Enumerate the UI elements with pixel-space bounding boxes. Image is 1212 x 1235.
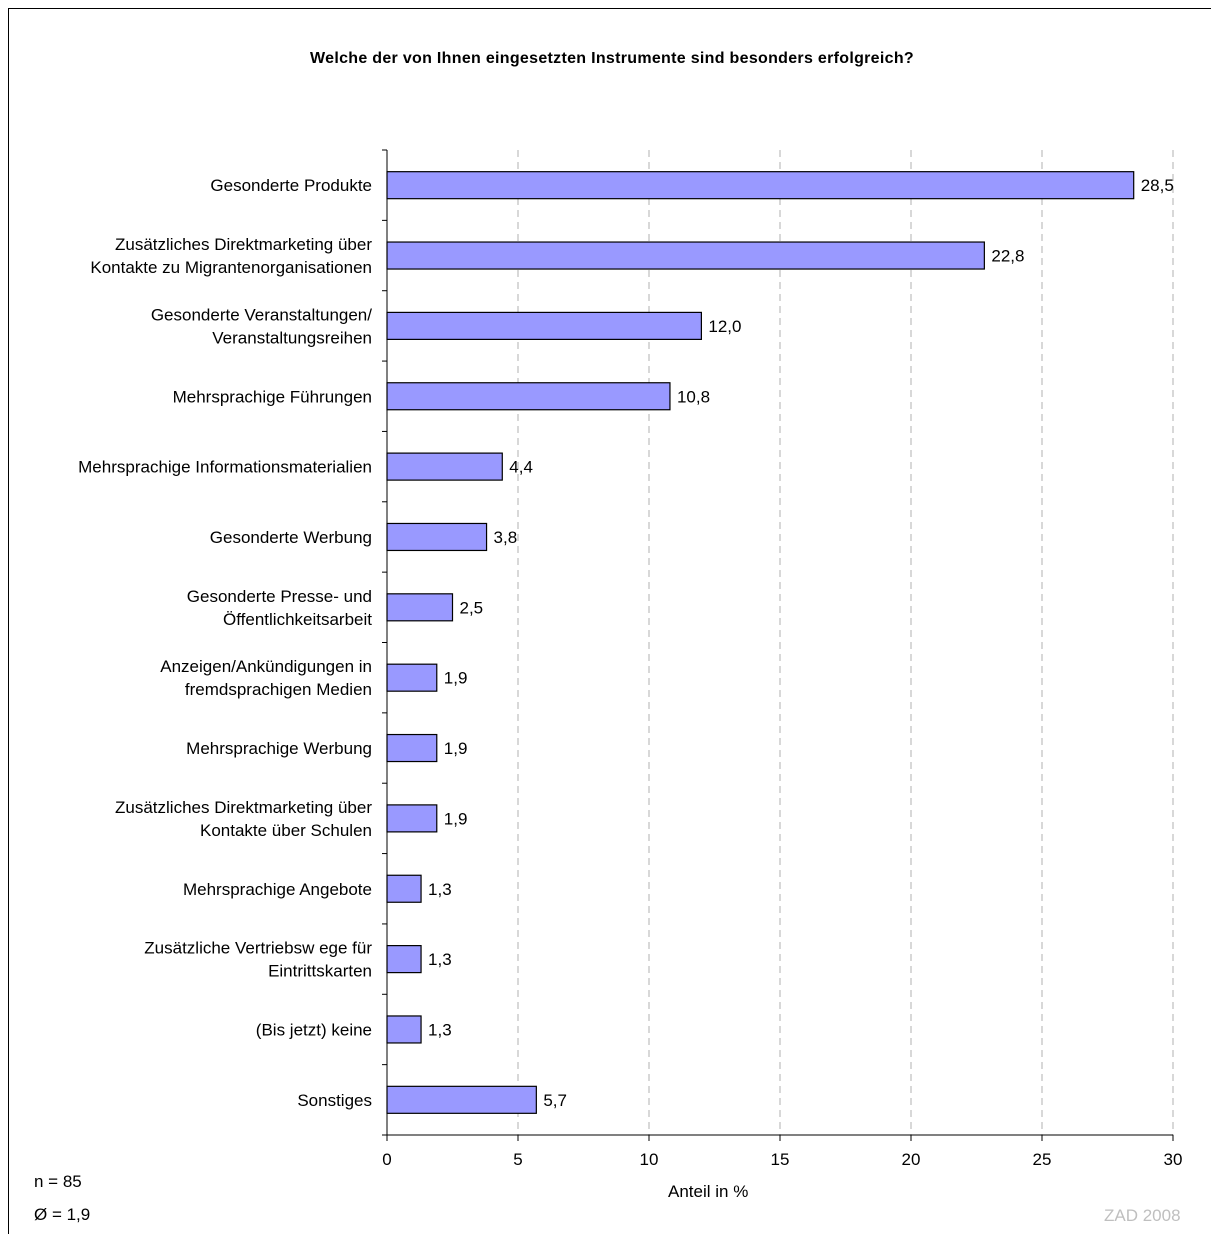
bar-2: [386, 311, 702, 340]
category-label-line: Kontakte zu Migrantenorganisationen: [90, 258, 372, 277]
bar-8: [386, 733, 438, 763]
category-label-3: Mehrsprachige Führungen: [173, 387, 372, 406]
value-label-3: 10,8: [677, 387, 710, 406]
category-label-6: Gesonderte Presse- und Öffentlichkeitsarb…: [187, 587, 372, 629]
chart-title: Welche der von Ihnen eingesetzten Instru…: [310, 50, 914, 67]
category-label-line: Gesonderte Werbung: [210, 528, 372, 547]
category-label-line: Anzeigen/Ankündigungen in: [160, 657, 372, 676]
category-label-line: Kontakte über Schulen: [200, 821, 372, 840]
value-label-9: 1,9: [444, 809, 468, 828]
bar-7: [386, 663, 438, 692]
category-label-line: Gesonderte Veranstaltungen/: [151, 305, 372, 324]
category-label-line: fremdsprachigen Medien: [185, 680, 372, 699]
bar-13: [386, 1085, 537, 1114]
category-label-line: Öffentlichkeitsarbeit: [223, 610, 372, 629]
x-tick-label-5: 25: [1033, 1150, 1052, 1169]
category-label-1: Zusätzliches Direktmarketing über Kontakt…: [90, 235, 372, 277]
bar-6: [386, 593, 454, 622]
x-tick-label-2: 10: [640, 1150, 659, 1169]
value-label-12: 1,3: [428, 1020, 452, 1039]
category-label-line: Gesonderte Produkte: [210, 176, 372, 195]
value-label-13: 5,7: [543, 1091, 567, 1110]
value-label-6: 2,5: [460, 598, 484, 617]
category-label-4: Mehrsprachige Informationsmaterialien: [78, 458, 372, 477]
category-label-line: Mehrsprachige Informationsmaterialien: [78, 458, 372, 477]
x-tick-label-0: 0: [382, 1150, 391, 1169]
category-label-11: Zusätzliche Vertriebsw ege für Eintrittsk…: [144, 939, 372, 981]
category-label-line: Mehrsprachige Werbung: [186, 739, 372, 758]
bar-9: [386, 804, 438, 833]
x-tick-label-3: 15: [771, 1150, 790, 1169]
category-label-line: (Bis jetzt) keine: [256, 1020, 372, 1039]
category-label-line: Eintrittskarten: [268, 962, 372, 981]
value-label-0: 28,5: [1141, 176, 1174, 195]
value-label-5: 3,8: [494, 528, 518, 547]
category-label-line: Mehrsprachige Angebote: [183, 880, 372, 899]
bar-12: [386, 1015, 422, 1044]
category-label-line: Gesonderte Presse- und: [187, 587, 372, 606]
category-label-line: Veranstaltungsreihen: [212, 328, 372, 347]
value-label-4: 4,4: [509, 458, 533, 477]
sample-size-note: n = 85: [34, 1172, 82, 1191]
category-label-8: Mehrsprachige Werbung: [186, 739, 372, 758]
bar-10: [386, 874, 422, 903]
source-credit: ZAD 2008: [1104, 1206, 1181, 1225]
x-tick-label-6: 30: [1164, 1150, 1183, 1169]
bar-3: [386, 382, 671, 411]
category-label-line: Zusätzliche Vertriebsw ege für: [144, 939, 372, 958]
category-label-13: Sonstiges: [297, 1091, 372, 1110]
chart-frame: [8, 8, 1211, 1234]
category-label-0: Gesonderte Produkte: [210, 176, 372, 195]
bar-1: [386, 241, 985, 270]
category-label-line: Zusätzliches Direktmarketing über: [115, 798, 372, 817]
bar-5: [386, 522, 488, 552]
category-label-line: Zusätzliches Direktmarketing über: [115, 235, 372, 254]
category-label-7: Anzeigen/Ankündigungen in fremdsprachigen…: [160, 657, 372, 699]
x-tick-label-1: 5: [513, 1150, 522, 1169]
bar-4: [386, 452, 503, 481]
category-label-line: Mehrsprachige Führungen: [173, 387, 372, 406]
category-label-12: (Bis jetzt) keine: [256, 1020, 372, 1039]
x-tick-label-4: 20: [902, 1150, 921, 1169]
value-label-2: 12,0: [708, 317, 741, 336]
bar-11: [386, 945, 422, 974]
category-label-line: Sonstiges: [297, 1091, 372, 1110]
value-label-1: 22,8: [991, 247, 1024, 266]
value-label-11: 1,3: [428, 950, 452, 969]
value-label-10: 1,3: [428, 880, 452, 899]
value-label-7: 1,9: [444, 669, 468, 688]
average-note: Ø = 1,9: [34, 1205, 91, 1224]
category-label-2: Gesonderte Veranstaltungen/Veranstaltung…: [151, 305, 372, 347]
category-label-10: Mehrsprachige Angebote: [183, 880, 372, 899]
value-label-8: 1,9: [444, 739, 468, 758]
bar-0: [386, 171, 1135, 200]
x-axis-label: Anteil in %: [668, 1182, 749, 1201]
category-label-5: Gesonderte Werbung: [210, 528, 372, 547]
category-label-9: Zusätzliches Direktmarketing über Kontakt…: [115, 798, 372, 840]
